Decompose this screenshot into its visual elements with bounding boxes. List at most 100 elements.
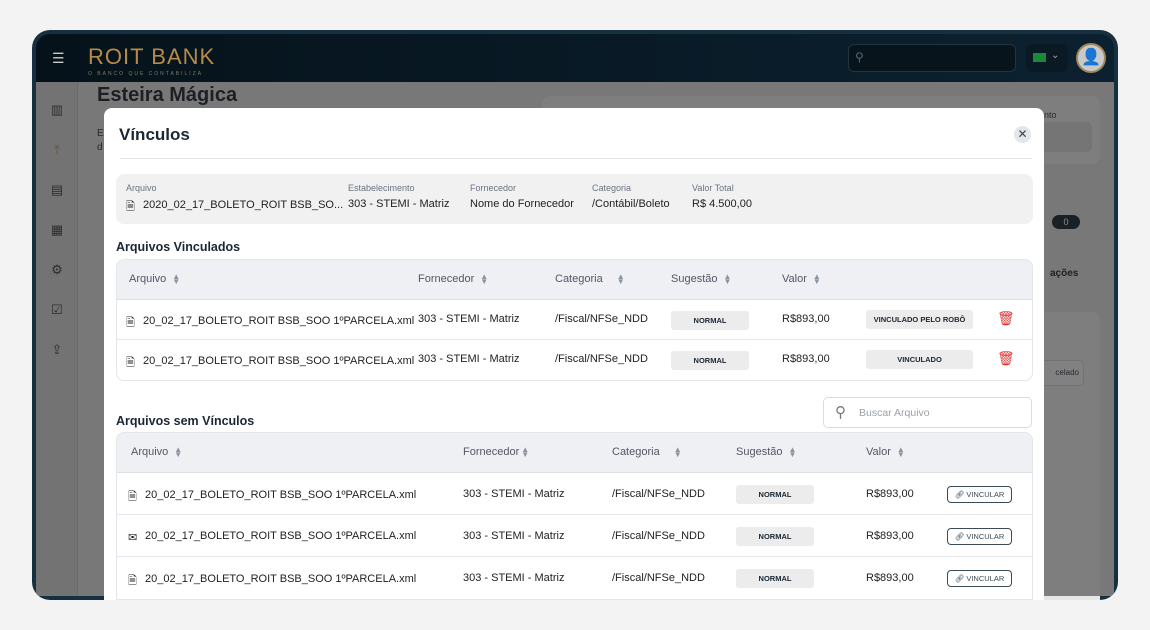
table-header: Arquivo ▲ ▼ Fornecedor ▲ ▼ Categoria ▲ ▼ Suges… <box>117 433 1032 473</box>
col-categoria[interactable]: Categoria ▲ ▼ <box>612 445 682 460</box>
card-label: ações <box>1050 268 1079 279</box>
table-row: 🗎 20_02_17_BOLETO_ROIT BSB_SOO 1ºPARCELA.… <box>117 300 1032 340</box>
sort-icon: ▲ ▼ <box>723 272 732 287</box>
unlinked-files-table: Arquivo ▲ ▼ Fornecedor ▲ ▼ Categoria ▲ ▼ Suges… <box>116 432 1033 600</box>
col-valor[interactable]: Valor ▲ ▼ <box>866 445 905 460</box>
info-label: Categoria <box>592 183 632 193</box>
link-icon: 🔗︎ <box>954 490 967 499</box>
info-label: Valor Total <box>692 183 734 193</box>
table-row: 🗎 20_02_17_BOLETO_ROIT BSB_SOO 1ºPARCELA.… <box>117 340 1032 380</box>
table-row: 🗎 20_02_17_BOLETO_ROIT BSB_SOO 1ºPARCELA.… <box>117 557 1032 599</box>
arquivo-cell[interactable]: 🗎 20_02_17_BOLETO_ROIT BSB_SOO 1ºPARCELA.… <box>128 488 416 507</box>
categoria-cell: /Fiscal/NFSe_NDD <box>612 488 705 500</box>
sort-icon: ▲ ▼ <box>616 272 625 287</box>
linked-files-title: Arquivos Vinculados <box>116 240 241 254</box>
col-arquivo[interactable]: Arquivo ▲ ▼ <box>129 272 181 287</box>
info-value: R$ 4.500,00 <box>692 198 752 210</box>
vincular-button[interactable]: 🔗︎ VINCULAR <box>947 570 1012 587</box>
vincular-button[interactable]: 🔗︎ VINCULAR <box>947 486 1012 503</box>
info-estabelecimento: Estabelecimento 303 - STEMI - Matriz <box>348 183 449 210</box>
info-categoria: Categoria/Contábil/Boleto <box>592 183 670 210</box>
vincular-button[interactable]: 🔗︎ VINCULAR <box>947 528 1012 545</box>
info-label: Fornecedor <box>470 183 517 193</box>
file-icon: 🗎 <box>126 357 135 369</box>
arquivo-cell[interactable]: 🗎 20_02_17_BOLETO_ROIT BSB_SOO 1ºPARCELA.… <box>126 314 414 333</box>
global-search-input[interactable]: ⚲ <box>848 44 1016 72</box>
sort-icon: ▲ ▼ <box>812 272 821 287</box>
page-title: Esteira Mágica <box>97 84 238 106</box>
brazil-flag-icon <box>1033 53 1046 62</box>
suggestion-badge: NORMAL <box>736 569 814 588</box>
search-placeholder: Buscar Arquivo <box>859 407 930 419</box>
arquivo-cell[interactable]: 🗎 20_02_17_BOLETO_ROIT BSB_SOO 1ºPARCELA.… <box>128 572 416 591</box>
col-sugestao[interactable]: Sugestão ▲ ▼ <box>671 272 732 287</box>
file-info-card: Arquivo 🗎 2020_02_17_BOLETO_ROIT BSB_SO...… <box>116 174 1033 224</box>
info-label: Arquivo <box>126 183 157 193</box>
table-row: 🗎 20_02_17_BOLETO_ROIT BSB_SOO 1ºPARCELA.… <box>117 473 1032 515</box>
categoria-cell: /Fiscal/NFSe_NDD <box>555 353 648 365</box>
col-fornecedor[interactable]: Fornecedor ▲ ▼ <box>418 272 489 287</box>
sort-icon: ▲ ▼ <box>480 272 489 287</box>
info-value: 303 - STEMI - Matriz <box>348 198 450 210</box>
col-fornecedor[interactable]: Fornecedor ▲ ▼ <box>463 445 530 460</box>
table-header: Arquivo ▲ ▼ Fornecedor ▲ ▼ Categoria ▲ ▼ Suges… <box>117 260 1032 300</box>
col-arquivo[interactable]: Arquivo ▲ ▼ <box>131 445 183 460</box>
file-icon: 🗎 <box>126 201 135 213</box>
info-valor-total: Valor Total R$ 4.500,00 <box>692 183 752 210</box>
categoria-cell: /Fiscal/NFSe_NDD <box>612 530 705 542</box>
trash-icon[interactable]: 🗑 <box>997 310 1015 326</box>
arquivo-cell[interactable]: ✉ 20_02_17_BOLETO_ROIT BSB_SOO 1ºPARCELA.… <box>128 530 417 544</box>
avatar[interactable]: 👤 <box>1076 43 1106 73</box>
status-badge: VINCULADO <box>866 350 973 369</box>
linked-files-table: Arquivo ▲ ▼ Fornecedor ▲ ▼ Categoria ▲ ▼ Suges… <box>116 259 1033 381</box>
logo-tagline: O BANCO QUE CONTABILIZA <box>88 71 204 77</box>
valor-cell: R$893,00 <box>782 353 830 365</box>
fornecedor-cell: 303 - STEMI - Matriz <box>463 530 565 542</box>
file-search-input[interactable]: ⚲ Buscar Arquivo <box>823 397 1032 428</box>
unlinked-files-title: Arquivos sem Vínculos <box>116 414 255 428</box>
file-icon: 🗎 <box>126 317 135 329</box>
link-icon: 🔗︎ <box>954 574 967 583</box>
fornecedor-cell: 303 - STEMI - Matriz <box>418 313 520 325</box>
logo: ROIT BANK O BANCO QUE CONTABILIZA <box>88 44 215 77</box>
info-value: Nome do Fornecedor <box>470 198 574 210</box>
mail-icon: ✉ <box>128 532 138 544</box>
language-select[interactable]: ⌄ <box>1026 44 1068 72</box>
fornecedor-cell: 303 - STEMI - Matriz <box>418 353 520 365</box>
logo-text: ROIT BANK <box>88 44 216 69</box>
trash-icon[interactable]: 🗑 <box>997 350 1015 366</box>
status-badge: VINCULADO PELO ROBÔ <box>866 310 973 329</box>
fornecedor-cell: 303 - STEMI - Matriz <box>463 488 565 500</box>
categoria-cell: /Fiscal/NFSe_NDD <box>555 313 648 325</box>
suggestion-badge: NORMAL <box>671 351 749 370</box>
table-row: ✉ 20_02_17_BOLETO_ROIT BSB_SOO 1ºPARCELA.… <box>117 515 1032 557</box>
col-categoria[interactable]: Categoria ▲ ▼ <box>555 272 625 287</box>
top-bar: ☰ ROIT BANK O BANCO QUE CONTABILIZA ⚲ ⌄ 👤 <box>36 34 1114 82</box>
col-valor[interactable]: Valor ▲ ▼ <box>782 272 821 287</box>
sort-icon: ▲ ▼ <box>521 445 530 460</box>
info-arquivo: Arquivo 🗎 2020_02_17_BOLETO_ROIT BSB_SO... <box>126 183 343 217</box>
info-fornecedor: Fornecedor Nome do Fornecedor <box>470 183 574 210</box>
fornecedor-cell: 303 - STEMI - Matriz <box>463 572 565 584</box>
valor-cell: R$893,00 <box>782 313 830 325</box>
arquivo-cell[interactable]: 🗎 20_02_17_BOLETO_ROIT BSB_SOO 1ºPARCELA.… <box>126 354 414 373</box>
info-label: Estabelecimento <box>348 183 415 193</box>
search-icon: ⚲ <box>835 404 846 421</box>
info-value: 2020_02_17_BOLETO_ROIT BSB_SO... <box>143 199 344 211</box>
divider <box>120 158 1032 159</box>
sort-icon: ▲ ▼ <box>788 445 797 460</box>
search-icon: ⚲ <box>855 50 864 64</box>
col-sugestao[interactable]: Sugestão ▲ ▼ <box>736 445 797 460</box>
chevron-down-icon: ⌄ <box>1051 50 1060 61</box>
valor-cell: R$893,00 <box>866 530 914 542</box>
info-value: /Contábil/Boleto <box>592 198 670 210</box>
categoria-cell: /Fiscal/NFSe_NDD <box>612 572 705 584</box>
file-icon: 🗎 <box>128 575 137 587</box>
menu-icon[interactable]: ☰ <box>52 50 65 66</box>
sort-icon: ▲ ▼ <box>174 445 183 460</box>
suggestion-badge: NORMAL <box>736 485 814 504</box>
vinculos-modal: Vínculos ✕ Arquivo 🗎 2020_02_17_BOLETO_ROI… <box>104 108 1044 600</box>
suggestion-badge: NORMAL <box>671 311 749 330</box>
close-icon[interactable]: ✕ <box>1014 126 1031 143</box>
valor-cell: R$893,00 <box>866 572 914 584</box>
